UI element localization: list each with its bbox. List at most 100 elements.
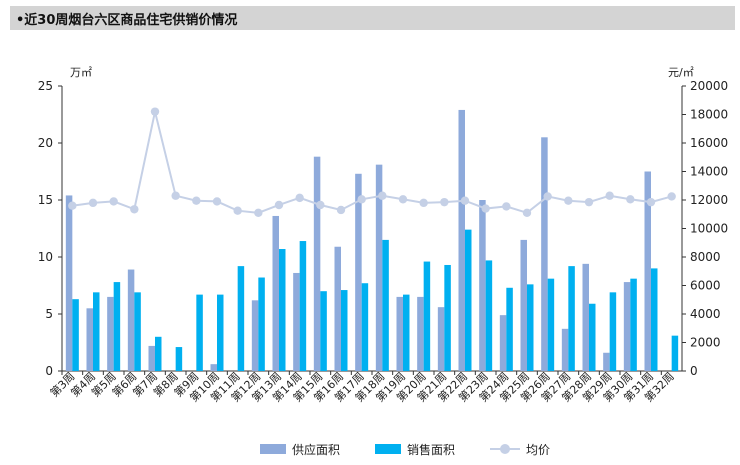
left-axis-unit: 万㎡ [70,66,92,79]
price-point-16 [336,205,346,215]
price-point-30 [626,195,635,204]
right-tick-label: 8000 [690,250,721,264]
bar-supply-16 [334,246,341,371]
bar-supply-13 [272,215,279,371]
legend: 供应面积 销售面积 均价 [260,440,590,458]
price-point-15 [316,200,325,210]
legend-swatch-sales [375,444,401,454]
price-point-27 [564,196,573,205]
bar-sales-14 [299,241,307,371]
bar-sales-24 [506,287,513,371]
left-tick-label: 10 [38,250,53,264]
bar-sales-4 [93,292,100,371]
bar-sales-19 [403,294,410,371]
bar-sales-22 [465,229,472,371]
bar-supply-29 [603,352,610,371]
legend-label-sales: 销售面积 [407,442,456,457]
price-line [72,111,672,214]
right-tick-label: 18000 [690,108,728,122]
left-tick-label: 0 [45,364,53,378]
bar-sales-29 [609,292,617,371]
bar-sales-6 [134,292,141,371]
bar-supply-28 [582,263,589,371]
bar-sales-31 [651,268,658,371]
right-tick-label: 14000 [690,165,728,179]
price-point-28 [584,197,594,207]
right-tick-label: 6000 [690,279,721,293]
price-point-3 [68,201,77,210]
left-tick-label: 20 [38,136,53,150]
bar-supply-4 [86,308,93,371]
chart-title: •近30周烟台六区商品住宅供销价情况 [16,13,238,28]
bar-supply-31 [644,171,651,371]
bar-supply-19 [396,296,403,371]
bar-supply-26 [541,137,548,371]
bar-sales-7 [155,336,162,371]
price-point-11 [233,206,242,215]
bar-supply-24 [499,315,507,371]
right-tick-label: 0 [690,364,698,378]
bar-sales-12 [258,277,265,371]
bar-sales-18 [382,239,389,371]
right-axis-unit: 元/㎡ [668,66,694,79]
bar-sales-32 [671,335,679,371]
price-point-17 [357,195,366,204]
price-point-19 [398,195,408,204]
price-point-24 [502,202,511,211]
bar-supply-14 [293,272,300,371]
bar-sales-13 [279,249,286,371]
price-point-5 [109,197,118,206]
price-point-7 [150,107,160,116]
right-tick-label: 4000 [690,307,721,321]
title-bar: •近30周烟台六区商品住宅供销价情况 [10,6,735,30]
bar-sales-30 [630,278,637,371]
right-tick-label: 2000 [690,336,721,350]
bar-sales-5 [113,282,121,371]
bar-sales-16 [341,290,348,371]
legend-marker-price [490,444,520,454]
bar-sales-23 [485,260,493,371]
bar-supply-20 [417,296,424,371]
right-tick-label: 16000 [690,136,728,150]
legend-swatch-supply [260,444,286,454]
price-point-20 [419,198,428,208]
bar-sales-21 [444,264,451,371]
legend-item-supply: 供应面积 [260,440,340,458]
bar-sales-27 [568,266,575,371]
bar-supply-23 [479,200,486,371]
legend-label-price: 均价 [526,442,551,457]
bar-supply-21 [437,307,445,371]
right-tick-label: 10000 [690,222,728,236]
bar-sales-9 [196,294,203,371]
price-point-18 [378,191,387,200]
bar-supply-17 [355,173,362,371]
price-point-29 [605,191,614,200]
price-point-32 [667,192,676,201]
legend-label-supply: 供应面积 [292,442,341,457]
bar-supply-30 [623,282,631,371]
bar-supply-15 [313,156,321,371]
bar-sales-28 [589,303,596,371]
bar-sales-8 [175,347,183,371]
price-point-13 [274,200,284,210]
left-tick-label: 5 [45,307,53,321]
right-tick-label: 20000 [690,79,728,93]
bar-supply-7 [148,345,155,371]
right-tick-label: 12000 [690,193,728,207]
legend-item-sales: 销售面积 [375,440,455,458]
bar-supply-27 [561,328,569,371]
price-point-6 [130,205,139,214]
bar-sales-17 [361,283,369,371]
price-point-4 [88,198,98,208]
bar-sales-10 [217,294,224,371]
bar-sales-20 [423,261,431,371]
price-point-9 [192,196,201,205]
bar-supply-10 [210,364,217,371]
left-tick-label: 15 [38,193,53,207]
bar-supply-5 [107,296,114,371]
price-point-10 [212,197,222,206]
bar-sales-3 [72,299,79,371]
legend-item-price: 均价 [490,440,550,458]
